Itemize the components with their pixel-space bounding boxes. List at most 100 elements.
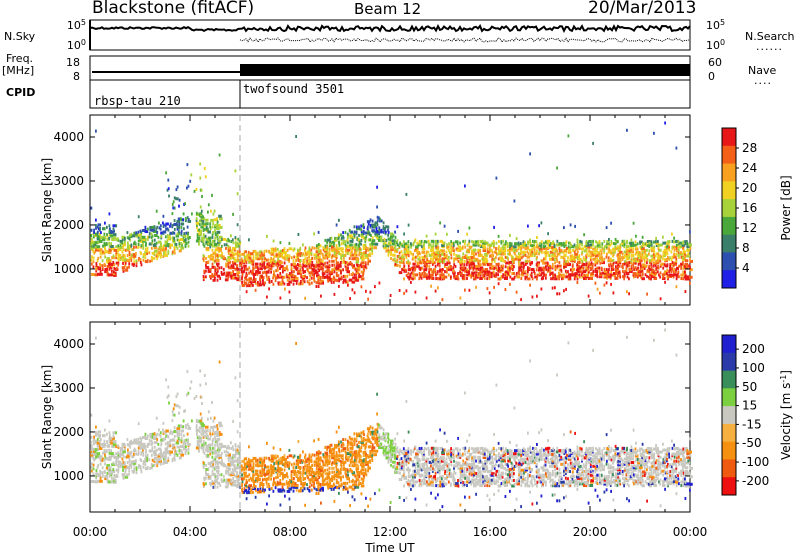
station-title: Blackstone (fitACF) — [92, 0, 255, 18]
range-cell — [529, 273, 532, 277]
range-cell — [401, 268, 405, 271]
range-cell — [126, 246, 131, 250]
range-cell — [369, 290, 372, 294]
range-cell — [129, 440, 131, 444]
range-cell — [160, 242, 162, 246]
range-cell — [322, 470, 325, 474]
range-cell — [689, 266, 691, 270]
range-cell — [95, 431, 97, 434]
range-cell — [360, 263, 362, 267]
range-cell — [591, 264, 594, 268]
range-cell — [167, 251, 170, 255]
range-cell — [466, 270, 470, 273]
range-cell — [655, 268, 657, 272]
range-cell — [216, 440, 219, 444]
range-cell — [428, 270, 430, 274]
range-cell — [355, 267, 360, 271]
range-cell — [585, 268, 588, 272]
range-cell — [666, 240, 671, 244]
range-cell — [527, 242, 529, 246]
range-cell — [683, 256, 686, 260]
range-cell — [216, 437, 221, 441]
range-cell — [106, 440, 108, 444]
range-cell — [463, 242, 466, 246]
range-cell — [218, 214, 222, 218]
range-cell — [92, 260, 95, 264]
range-cell — [578, 255, 580, 259]
range-cell — [383, 228, 386, 232]
range-cell — [488, 277, 491, 281]
range-cell — [475, 240, 479, 244]
range-cell — [203, 442, 206, 446]
range-cell — [90, 465, 93, 469]
range-cell — [322, 246, 325, 250]
range-cell — [636, 271, 639, 275]
range-cell — [294, 482, 297, 486]
range-cell — [315, 244, 320, 248]
range-cell — [421, 245, 423, 249]
range-cell — [529, 248, 533, 252]
range-cell — [424, 262, 426, 266]
range-cell — [151, 435, 154, 439]
range-cell — [243, 264, 247, 268]
range-cell — [172, 206, 175, 210]
range-cell — [305, 264, 308, 268]
range-cell — [293, 247, 296, 251]
range-cell — [106, 471, 109, 475]
range-cell — [124, 447, 126, 451]
range-cell — [402, 240, 405, 244]
range-cell — [549, 257, 553, 261]
range-cell — [324, 472, 329, 476]
range-cell — [671, 232, 673, 236]
range-cell — [430, 249, 434, 253]
range-cell — [108, 474, 111, 478]
range-cell — [133, 463, 136, 467]
range-cell — [176, 225, 179, 229]
range-cell — [675, 259, 678, 263]
range-cell — [90, 246, 94, 250]
range-cell — [308, 282, 311, 286]
range-cell — [453, 275, 455, 279]
range-cell — [292, 469, 297, 473]
range-cell — [277, 261, 279, 265]
range-cell — [234, 466, 238, 470]
range-cell — [282, 487, 284, 491]
range-cell — [646, 248, 648, 252]
range-cell — [657, 252, 659, 256]
range-cell — [315, 476, 318, 480]
range-cell — [254, 485, 257, 488]
range-cell — [180, 432, 183, 436]
range-cell — [457, 272, 459, 275]
range-cell — [649, 273, 651, 277]
range-cell — [454, 240, 459, 244]
range-cell — [99, 262, 101, 266]
range-cell — [577, 261, 579, 265]
range-cell — [268, 249, 270, 253]
range-cell — [218, 153, 221, 157]
range-cell — [202, 464, 205, 468]
range-cell — [360, 252, 364, 256]
range-cell — [133, 452, 135, 456]
range-cell — [102, 244, 106, 248]
range-cell — [117, 444, 119, 448]
range-cell — [542, 275, 544, 279]
range-cell — [353, 225, 356, 229]
range-cell — [216, 478, 218, 482]
range-cell — [488, 291, 491, 295]
range-cell — [309, 251, 312, 255]
range-cell — [655, 242, 660, 245]
range-cell — [213, 272, 218, 276]
range-cell — [572, 273, 576, 277]
range-cell — [317, 277, 320, 281]
range-cell — [443, 254, 448, 258]
range-cell — [288, 481, 292, 484]
range-cell — [245, 466, 247, 470]
range-cell — [360, 224, 363, 228]
range-cell — [220, 271, 223, 274]
range-cell — [299, 478, 302, 482]
range-cell — [198, 238, 201, 242]
range-cell — [97, 434, 100, 438]
range-cell — [304, 257, 307, 261]
range-cell — [686, 254, 691, 258]
range-cell — [645, 241, 648, 245]
